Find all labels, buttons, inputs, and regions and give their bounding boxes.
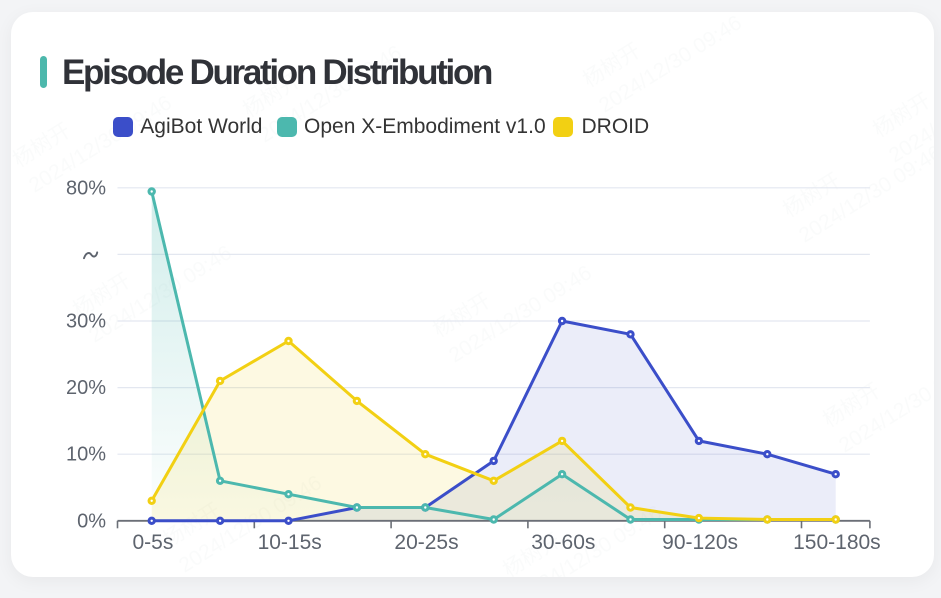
svg-text:0%: 0% <box>77 510 106 532</box>
svg-text:20-25s: 20-25s <box>394 531 458 554</box>
svg-text:10-15s: 10-15s <box>258 531 322 554</box>
svg-text:150-180s: 150-180s <box>793 531 881 554</box>
svg-text:90-120s: 90-120s <box>662 531 738 554</box>
svg-text:80%: 80% <box>66 177 106 199</box>
svg-text:10%: 10% <box>66 444 106 466</box>
svg-text:30-60s: 30-60s <box>531 531 595 554</box>
svg-text:20%: 20% <box>66 377 106 399</box>
svg-text:0-5s: 0-5s <box>132 531 173 554</box>
svg-text:30%: 30% <box>66 311 106 333</box>
